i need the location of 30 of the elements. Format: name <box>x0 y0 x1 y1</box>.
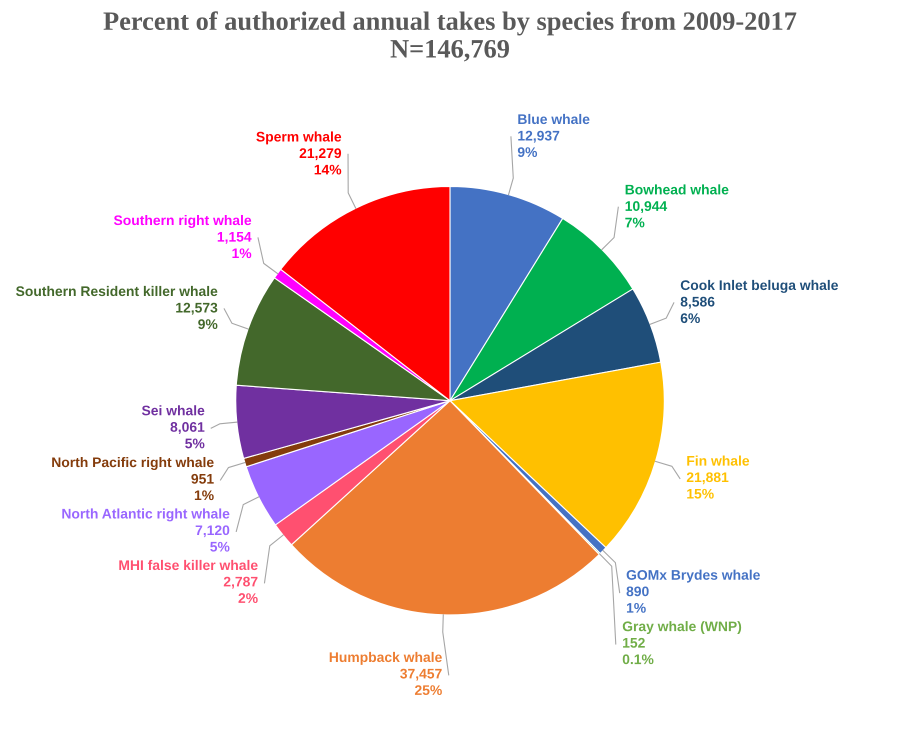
slice-label: Southern right whale <box>114 214 252 228</box>
data-label: 152 0.1% <box>622 638 654 664</box>
slice-label: MHI false killer whale <box>119 560 258 570</box>
chart-title: Percent of authorized annual takes by species from 2009-2017 <box>103 11 796 36</box>
data-label: 8,061 5% <box>170 422 204 448</box>
data-label: 12,937 9% <box>518 130 560 158</box>
slice-label: North Atlantic right whale <box>62 508 230 522</box>
data-label: 10,944 7% <box>625 201 668 228</box>
data-label: 37,457 25% <box>400 668 442 696</box>
slice-label: Blue whale <box>518 114 590 124</box>
slice-label: Cook Inlet beluga whale <box>680 280 838 293</box>
slice-label: GOMx Brydes whale <box>626 570 760 583</box>
data-label: 21,279 14% <box>300 148 342 175</box>
slice-label: Bowhead whale <box>626 184 728 195</box>
chart-subtitle: N=146,769 <box>390 40 509 62</box>
data-label: 890 1% <box>626 586 649 613</box>
slice-label: Sei whale <box>142 405 204 416</box>
slice-label: Sperm whale <box>256 131 342 144</box>
slice-label: Humpback whale <box>330 652 442 665</box>
slice-label: Fin whale <box>687 456 750 466</box>
data-label: 12,573 9% <box>176 302 218 330</box>
data-label: 8,586 6% <box>680 296 714 324</box>
slice-label: Southern Resident killer whale <box>16 286 218 296</box>
slice-label: Gray whale (WNP) <box>622 621 742 634</box>
data-label: 951 1% <box>191 474 214 500</box>
data-label: 1,154 1% <box>218 232 252 258</box>
slice-label: North Pacific right whale <box>52 456 214 470</box>
data-label: 2,787 2% <box>224 576 258 603</box>
data-label: 21,881 15% <box>686 472 728 499</box>
data-label: 7,120 5% <box>196 525 230 552</box>
